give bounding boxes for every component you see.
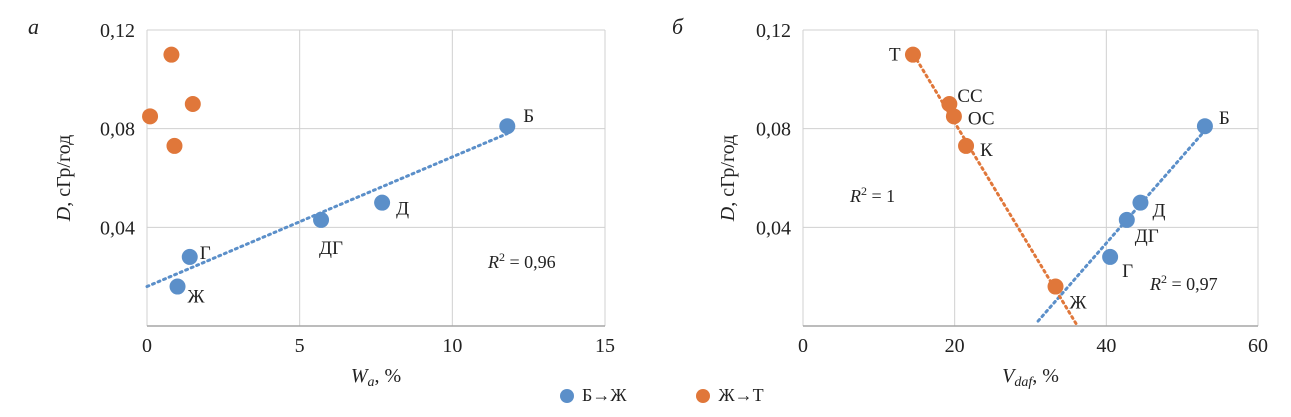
point-label: ОС [968,108,995,129]
x-tick-label: 60 [1248,335,1268,357]
data-point [1132,194,1149,211]
x-tick-label: 5 [295,335,305,357]
data-point [142,108,159,125]
y-axis-title: D, сГр/год [717,135,739,223]
legend: Б→Ж Ж→Т [560,385,764,406]
legend-item-b-zh: Б→Ж [560,385,626,406]
legend-label: Б→Ж [582,385,627,405]
y-tick-label: 0,04 [756,217,791,239]
data-point [374,194,391,211]
point-label: СС [957,86,982,107]
x-tick-label: 15 [595,335,615,357]
y-tick-label: 0,04 [100,217,135,239]
data-point [941,96,958,112]
point-label: Б [1219,108,1230,129]
point-label: ДГ [1135,226,1159,247]
y-tick-label: 0,12 [756,20,791,42]
x-tick-label: 20 [945,335,965,357]
data-point [313,211,330,228]
y-axis-title: D, сГр/год [53,135,75,223]
data-point [163,46,180,63]
legend-item-zh-t: Ж→Т [696,385,764,406]
panel-letter-b: б [672,14,684,39]
y-tick-label: 0,12 [100,20,135,42]
data-point [166,137,183,154]
x-tick-label: 40 [1096,335,1116,357]
point-label: Т [889,45,901,66]
data-point [1118,211,1135,228]
panel-letter-a: а [28,14,39,39]
x-axis-title: Wa, % [351,365,401,390]
x-tick-label: 0 [798,335,808,357]
data-point [1102,248,1119,265]
point-label: Д [1152,201,1165,222]
data-point [499,118,516,135]
trendline [1036,124,1211,323]
legend-marker-blue [560,388,574,403]
point-label: Г [200,243,211,264]
legend-marker-orange [696,388,711,403]
point-label: К [980,140,993,161]
point-label: Г [1122,261,1133,282]
point-label: Д [396,199,409,220]
data-point [1196,118,1213,135]
r-squared-annotation: R2 = 1 [849,184,895,206]
data-point [169,278,186,295]
x-tick-label: 10 [442,335,462,357]
y-tick-label: 0,08 [756,119,791,141]
data-point [904,46,921,63]
r-squared-annotation: R2 = 0,96 [487,250,556,272]
r-squared-annotation: R2 = 0,97 [1149,272,1218,294]
data-point [1047,278,1064,295]
x-tick-label: 0 [142,335,152,357]
data-point [184,96,201,112]
data-point [945,108,962,125]
point-label: Ж [188,287,206,308]
point-label: Б [523,106,534,127]
trendline [912,53,1078,326]
point-label: ДГ [319,238,343,259]
data-point [958,137,975,154]
x-axis-title: Vdaf, % [1002,365,1059,390]
trendline [145,132,509,289]
y-tick-label: 0,08 [100,119,135,141]
legend-label: Ж→Т [718,385,764,405]
data-point [181,248,198,265]
point-label: Ж [1070,293,1088,314]
